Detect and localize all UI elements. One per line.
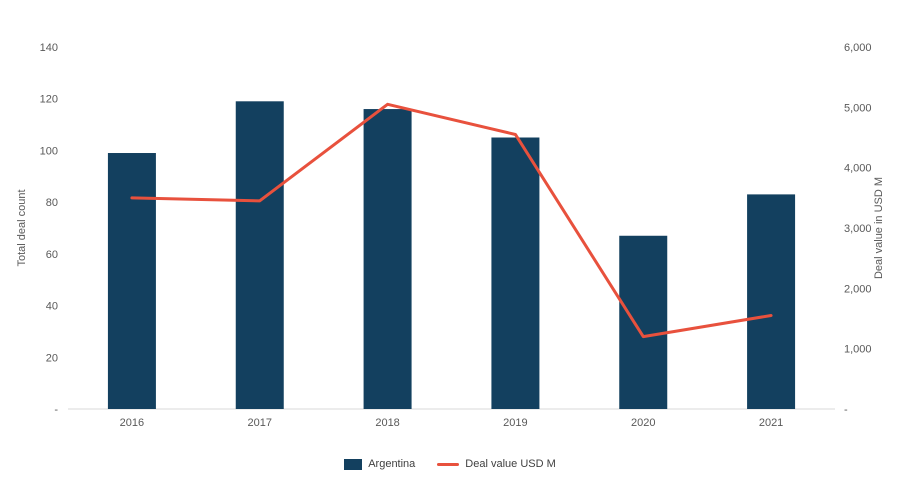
legend: Argentina Deal value USD M bbox=[0, 458, 900, 470]
left-axis-tick-label: 120 bbox=[40, 94, 58, 106]
x-axis-label-2019: 2019 bbox=[503, 417, 527, 429]
left-axis-tick-label: 100 bbox=[40, 145, 58, 157]
legend-item-argentina: Argentina bbox=[344, 458, 415, 470]
right-axis-tick-label: - bbox=[844, 404, 848, 416]
left-axis-title: Total deal count bbox=[16, 189, 28, 267]
x-axis-label-2021: 2021 bbox=[759, 417, 783, 429]
left-axis-tick-label: 60 bbox=[46, 249, 58, 261]
right-axis-title: Deal value in USD M bbox=[873, 176, 885, 280]
left-axis-tick-label: - bbox=[54, 404, 58, 416]
right-axis-tick-label: 1,000 bbox=[844, 344, 872, 356]
right-axis-tick-label: 3,000 bbox=[844, 223, 872, 235]
x-axis-label-2018: 2018 bbox=[375, 417, 399, 429]
x-axis-label-2020: 2020 bbox=[631, 417, 655, 429]
bar-2016 bbox=[107, 153, 156, 409]
deal-value-line-swatch-icon bbox=[437, 462, 460, 466]
right-axis-tick-label: 4,000 bbox=[844, 163, 872, 175]
bar-2018 bbox=[363, 109, 412, 410]
right-axis-tick-label: 2,000 bbox=[844, 283, 872, 295]
left-axis-tick-label: 40 bbox=[46, 301, 58, 313]
legend-item-deal-value: Deal value USD M bbox=[437, 458, 556, 470]
bar-2021 bbox=[747, 194, 796, 409]
x-axis-label-2016: 2016 bbox=[120, 417, 144, 429]
bar-2019 bbox=[491, 137, 540, 409]
deal-value-line bbox=[130, 102, 773, 339]
left-axis-tick-label: 20 bbox=[46, 352, 58, 364]
x-axis-label-2017: 2017 bbox=[248, 417, 272, 429]
bar-2017 bbox=[235, 101, 284, 410]
bar-2020 bbox=[619, 235, 668, 409]
left-axis-tick-label: 140 bbox=[40, 42, 58, 54]
right-axis-tick-label: 5,000 bbox=[844, 102, 872, 114]
left-axis-tick-label: 80 bbox=[46, 197, 58, 209]
right-axis-tick-label: 6,000 bbox=[844, 42, 872, 54]
legend-label-argentina: Argentina bbox=[368, 458, 416, 470]
legend-label-deal-value: Deal value USD M bbox=[465, 458, 556, 470]
argentina-bar-swatch-icon bbox=[344, 458, 363, 470]
